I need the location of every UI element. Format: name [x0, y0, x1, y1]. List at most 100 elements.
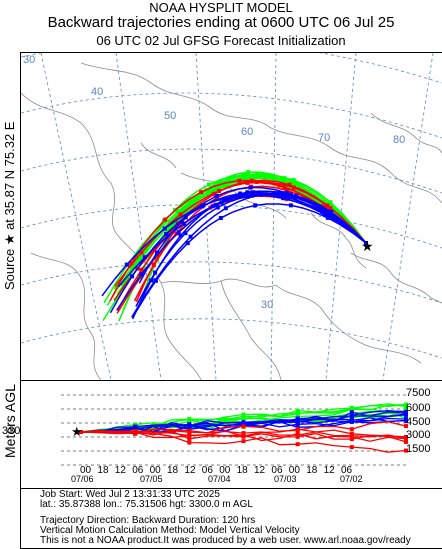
vertical-trajectory-marker: [404, 404, 408, 409]
source-location-label: Source ★ at 35.87 N 75.32 E: [2, 121, 17, 290]
trajectory-lines: [101, 170, 368, 322]
vertical-trajectory-marker: [295, 442, 300, 447]
x-hour-label: 12: [323, 465, 335, 476]
trajectory-marker: [215, 186, 220, 191]
vertical-axis-label: Meters AGL: [2, 384, 18, 458]
x-date-label: 07/05: [140, 474, 163, 484]
vertical-trajectory-marker: [295, 434, 300, 439]
vertical-trajectory-marker: [404, 448, 408, 453]
trajectory-marker: [324, 211, 329, 216]
trajectory-marker: [286, 195, 291, 200]
y-tick-label: 3000: [406, 429, 431, 441]
x-hour-label: 00: [80, 465, 92, 476]
x-hour-label: 18: [97, 465, 109, 476]
trajectory-marker: [175, 209, 180, 214]
source-star-icon: ★: [361, 239, 374, 255]
vertical-trajectory-marker: [295, 408, 300, 413]
trajectory-marker: [281, 196, 286, 201]
trajectory-marker: [237, 178, 242, 183]
trajectory-marker: [163, 217, 168, 222]
map-canvas: 30 40 50 60 70 80 30 ★: [21, 53, 442, 380]
trajectory-marker: [215, 205, 220, 210]
y-tick-label: 7500: [406, 387, 431, 399]
y-tick-label: 1500: [406, 443, 431, 455]
trajectory-marker: [155, 250, 160, 255]
trajectory-marker: [178, 233, 183, 238]
trajectory-marker: [326, 209, 331, 214]
lat-label: 70: [318, 132, 330, 144]
trajectory-marker: [288, 203, 293, 208]
x-hour-label: 06: [341, 465, 353, 476]
trajectory-line: [132, 190, 367, 320]
vertical-trajectory-marker: [241, 439, 246, 444]
x-date-label: 07/06: [71, 474, 94, 484]
trajectory-marker: [291, 177, 296, 182]
trajectory-marker: [139, 250, 144, 255]
x-hour-label: 18: [306, 465, 318, 476]
vertical-trajectory-marker: [404, 411, 408, 416]
trajectory-marker: [328, 200, 333, 205]
vertical-trajectory-marker: [241, 432, 246, 437]
trajectory-marker: [285, 188, 290, 193]
trajectory-marker: [162, 226, 167, 231]
trajectory-marker: [256, 191, 261, 196]
vertical-trajectory-marker: [187, 433, 192, 438]
vertical-trajectory-marker: [241, 424, 246, 429]
trajectory-marker: [181, 221, 186, 226]
vertical-trajectory-marker: [349, 414, 354, 419]
trajectory-marker: [329, 209, 334, 214]
x-hour-label: 00: [288, 465, 300, 476]
vertical-trajectory-marker: [187, 440, 192, 445]
vertical-trajectory-marker: [295, 411, 300, 416]
run-info-panel: Job Start: Wed Jul 2 13:31:33 UTC 2025 l…: [20, 488, 442, 549]
trajectory-marker: [144, 247, 149, 252]
vertical-trajectory-lines: [79, 402, 408, 453]
trajectory-marker: [253, 203, 258, 208]
map-lat-labels: 30 40 50 60 70 80 30: [23, 54, 405, 311]
disclaimer-text: This is not a NOAA product.It was produc…: [40, 535, 411, 546]
trajectory-marker: [214, 195, 219, 200]
vertical-trajectory-marker: [295, 428, 300, 433]
trajectory-marker: [277, 183, 282, 188]
vertical-trajectory-marker: [241, 414, 246, 419]
trajectory-marker: [248, 185, 253, 190]
trajectory-map: 30 40 50 60 70 80 30 ★: [20, 52, 442, 381]
vertical-trajectory-marker: [349, 410, 354, 415]
trajectory-marker: [140, 255, 145, 260]
x-hour-label: 00: [149, 465, 161, 476]
vertical-trajectory-marker: [187, 417, 192, 422]
trajectory-marker: [124, 262, 129, 267]
trajectory-marker: [284, 190, 289, 195]
trajectory-marker: [183, 231, 188, 236]
lat-label: 30: [261, 299, 273, 311]
lat-label: 40: [91, 86, 103, 98]
trajectory-marker: [178, 212, 183, 217]
trajectory-marker: [142, 255, 147, 260]
trajectory-marker: [223, 206, 228, 211]
trajectory-marker: [139, 267, 144, 272]
trajectory-marker: [240, 193, 245, 198]
trajectory-marker: [212, 191, 217, 196]
trajectory-line: [113, 175, 367, 290]
x-date-label: 07/02: [340, 474, 363, 484]
trajectory-marker: [212, 181, 217, 186]
trajectory-marker: [130, 264, 135, 269]
trajectory-marker: [243, 176, 248, 181]
vertical-trajectory-marker: [187, 436, 192, 441]
vertical-trajectory-marker: [404, 439, 408, 444]
title-line-1: NOAA HYSPLIT MODEL: [149, 0, 293, 15]
trajectory-marker: [291, 185, 296, 190]
trajectory-marker: [246, 170, 251, 175]
vertical-trajectory-marker: [349, 445, 354, 450]
vertical-trajectory-marker: [133, 424, 138, 429]
vertical-trajectory-marker: [404, 418, 408, 423]
trajectory-marker: [240, 173, 245, 178]
trajectory-marker: [325, 215, 330, 220]
vertical-trajectory-marker: [133, 426, 138, 431]
vertical-trajectory-marker: [295, 419, 300, 424]
trajectory-marker: [199, 190, 204, 195]
trajectory-marker: [176, 230, 181, 235]
trajectory-marker: [188, 234, 193, 239]
x-hour-label: 12: [184, 465, 196, 476]
trajectory-marker: [219, 200, 224, 205]
